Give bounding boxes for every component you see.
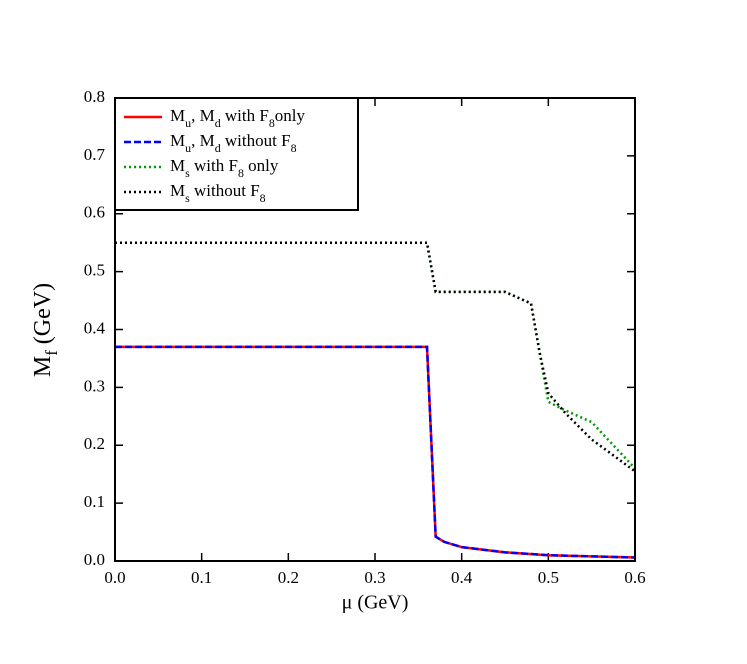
series-line [115,241,636,470]
y-tick-label: 0.7 [84,145,106,164]
series-line [115,241,636,473]
y-tick-label: 0.3 [84,376,105,395]
series-line [115,345,636,559]
series-line [115,345,636,559]
y-tick-label: 0.0 [84,550,105,569]
legend-text: Ms with F8 only [170,156,279,180]
y-tick-label: 0.2 [84,434,105,453]
legend-text: Mu, Md without F8 [170,131,297,155]
x-tick-label: 0.6 [624,568,645,587]
x-tick-label: 0.0 [104,568,125,587]
y-tick-label: 0.5 [84,261,105,280]
legend-text: Mu, Md with F8only [170,106,306,130]
plot-frame [114,97,636,562]
legend-text: Ms without F8 [170,181,266,205]
y-tick-label: 0.8 [84,87,105,106]
y-tick-label: 0.4 [84,318,106,337]
x-axis-label: μ (GeV) [342,592,409,614]
y-axis-label: Mf (GeV) [30,283,62,377]
y-tick-label: 0.6 [84,203,105,222]
y-tick-label: 0.1 [84,492,105,511]
x-tick-label: 0.5 [538,568,559,587]
x-tick-label: 0.4 [451,568,473,587]
x-tick-label: 0.2 [278,568,299,587]
x-tick-label: 0.3 [364,568,385,587]
x-tick-label: 0.1 [191,568,212,587]
